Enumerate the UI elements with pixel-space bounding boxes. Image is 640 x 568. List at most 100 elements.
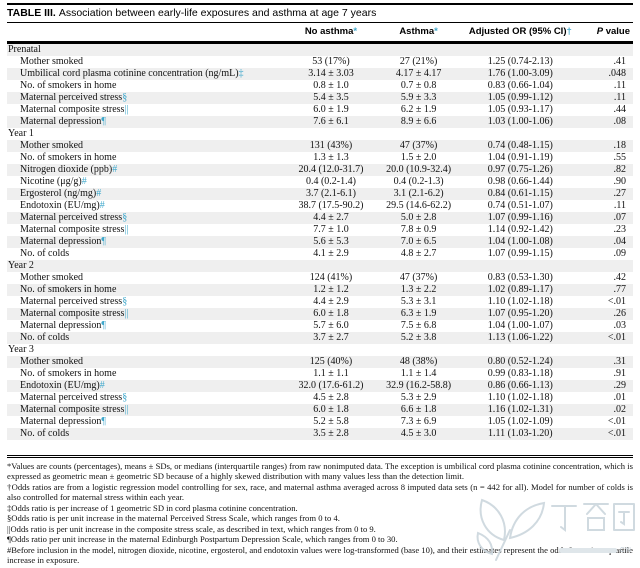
cell-adjusted-or: 0.86 (0.66-1.13)	[487, 380, 553, 391]
table-row: Umbilical cord plasma cotinine concentra…	[7, 68, 633, 80]
table-row: Maternal depression¶ 5.2 ± 5.8 7.3 ± 6.9 1.…	[7, 416, 633, 428]
cell-p-value: .91	[613, 368, 627, 379]
cell-asthma: 4.8 ± 2.7	[400, 248, 437, 259]
cell-no-asthma: 1.3 ± 1.3	[313, 152, 349, 163]
cell-asthma: 4.17 ± 4.17	[395, 68, 442, 79]
footnote-marker: #	[112, 164, 118, 175]
table-row: Nicotine (μg/g)# 0.4 (0.2-1.4) 0.4 (0.2-1.…	[7, 176, 633, 188]
section-label: Prenatal	[8, 44, 41, 55]
cell-adjusted-or: 1.76 (1.00-3.09)	[487, 68, 553, 79]
row-label: Maternal perceived stress§	[20, 92, 128, 103]
section-row-prenatal: Prenatal	[7, 42, 633, 56]
row-label: Maternal perceived stress§	[20, 296, 128, 307]
footnote-marker: ¶	[101, 416, 106, 427]
footnote-marker: ¶	[101, 116, 106, 127]
table-row: Endotoxin (EU/mg)# 38.7 (17.5-90.2) 29.5 (…	[7, 200, 633, 212]
table-row: Maternal composite stress|| 6.0 ± 1.8 6.6 …	[7, 404, 633, 416]
row-label: No. of colds	[20, 248, 70, 259]
cell-adjusted-or: 1.03 (1.00-1.06)	[487, 116, 553, 127]
cell-no-asthma: 4.1 ± 2.9	[313, 248, 349, 259]
cell-no-asthma: 3.14 ± 3.03	[308, 68, 354, 79]
cell-asthma: 47 (37%)	[399, 272, 438, 283]
row-label: Mother smoked	[20, 272, 84, 283]
table-row: Maternal depression¶ 7.6 ± 6.1 8.9 ± 6.6 1.…	[7, 116, 633, 128]
table-row: Maternal perceived stress§ 4.4 ± 2.7 5.0 ±…	[7, 212, 633, 224]
cell-asthma: 7.3 ± 6.9	[400, 416, 437, 427]
cell-adjusted-or: 0.80 (0.52-1.24)	[487, 356, 553, 367]
cell-adjusted-or: 1.07 (0.95-1.20)	[487, 308, 553, 319]
cell-asthma: 5.3 ± 3.1	[400, 296, 437, 307]
table-row: Mother smoked 53 (17%) 27 (21%) 1.25 (0.74-…	[7, 56, 633, 68]
footnote-marker: ||	[124, 224, 129, 235]
table-row: Mother smoked 125 (40%) 48 (38%) 0.80 (0.52…	[7, 356, 633, 368]
footnote-marker: ¶	[101, 236, 106, 247]
footnote-marker: ¶	[7, 534, 11, 545]
cell-adjusted-or: 0.99 (0.83-1.18)	[487, 368, 553, 379]
cell-adjusted-or: 0.83 (0.53-1.30)	[487, 272, 553, 283]
section-row-year-3: Year 3	[7, 344, 633, 356]
cell-no-asthma: 4.4 ± 2.7	[313, 212, 349, 223]
cell-asthma: 0.7 ± 0.8	[400, 80, 437, 91]
cell-asthma: 27 (21%)	[399, 56, 438, 67]
table-row: No. of smokers in home 1.2 ± 1.2 1.3 ± 2.2…	[7, 284, 633, 296]
table-row: Maternal perceived stress§ 5.4 ± 3.5 5.9 ±…	[7, 92, 633, 104]
cell-p-value: .02	[613, 404, 627, 415]
cell-no-asthma: 6.0 ± 1.9	[313, 104, 349, 115]
row-label: Maternal depression¶	[20, 116, 106, 127]
cell-p-value: .31	[613, 356, 627, 367]
cell-asthma: 5.3 ± 2.9	[400, 392, 437, 403]
cell-adjusted-or: 1.05 (0.93-1.17)	[487, 104, 553, 115]
table-title: TABLE III. Association between early-life…	[7, 5, 633, 23]
table-row: Maternal composite stress|| 7.7 ± 1.0 7.8 …	[7, 224, 633, 236]
table-row: No. of colds 3.5 ± 2.8 4.5 ± 3.0 1.11 (1.03…	[7, 428, 633, 440]
cell-p-value: .01	[613, 392, 627, 403]
cell-p-value: .048	[608, 68, 627, 79]
table-row: No. of smokers in home 1.3 ± 1.3 1.5 ± 2.0…	[7, 152, 633, 164]
footnote-marker: *	[353, 26, 358, 37]
cell-asthma: 1.1 ± 1.4	[400, 368, 437, 379]
table-row: Maternal depression¶ 5.7 ± 6.0 7.5 ± 6.8 1.…	[7, 320, 633, 332]
footnote-marker: ||	[124, 308, 129, 319]
cell-p-value: .26	[613, 308, 627, 319]
footnote-marker: ||	[7, 523, 11, 534]
footnote: ‡Odds ratio is per increase of 1 geometr…	[7, 502, 298, 513]
column-header-asthma: Asthma*	[373, 23, 464, 44]
section-label: Year 2	[8, 260, 34, 271]
cell-no-asthma: 7.6 ± 6.1	[313, 116, 349, 127]
cell-no-asthma: 131 (43%)	[309, 140, 353, 151]
table-row: Nitrogen dioxide (ppb)# 20.4 (12.0-31.7) 2…	[7, 164, 633, 176]
top-rule	[7, 3, 633, 5]
footnote: †Odds ratios are from a logistic regress…	[7, 481, 633, 503]
cell-adjusted-or: 0.98 (0.66-1.44)	[487, 176, 553, 187]
row-label: No. of colds	[20, 332, 70, 343]
cell-adjusted-or: 1.10 (1.02-1.18)	[487, 392, 553, 403]
cell-adjusted-or: 1.16 (1.02-1.31)	[487, 404, 553, 415]
cell-asthma: 7.8 ± 0.9	[400, 224, 437, 235]
cell-no-asthma: 32.0 (17.6-61.2)	[298, 380, 364, 391]
cell-adjusted-or: 0.74 (0.51-1.07)	[487, 200, 553, 211]
cell-no-asthma: 5.2 ± 5.8	[313, 416, 349, 427]
cell-p-value: .18	[613, 140, 627, 151]
table-row: Mother smoked 131 (43%) 47 (37%) 0.74 (0.48…	[7, 140, 633, 152]
row-label: No. of smokers in home	[20, 80, 117, 91]
footnote-marker: ||	[124, 404, 129, 415]
cell-no-asthma: 0.8 ± 1.0	[313, 80, 349, 91]
cell-p-value: .41	[613, 56, 627, 67]
cell-asthma: 29.5 (14.6-62.2)	[386, 200, 452, 211]
row-label: No. of smokers in home	[20, 284, 117, 295]
footnote-marker: #	[81, 176, 87, 187]
cell-p-value: <.01	[607, 296, 626, 307]
row-label: No. of colds	[20, 428, 70, 439]
cell-adjusted-or: 1.04 (1.00-1.08)	[487, 236, 553, 247]
footnote-marker: §	[7, 513, 12, 524]
footnote-marker: ‡	[238, 68, 244, 79]
cell-p-value: .23	[613, 224, 627, 235]
cell-asthma: 7.0 ± 6.5	[400, 236, 437, 247]
footnote-marker: †	[566, 26, 572, 37]
cell-asthma: 0.4 (0.2-1.3)	[393, 176, 444, 187]
cell-asthma: 6.6 ± 1.8	[400, 404, 437, 415]
cell-no-asthma: 38.7 (17.5-90.2)	[298, 200, 364, 211]
cell-asthma: 5.2 ± 3.8	[400, 332, 437, 343]
table-row: No. of smokers in home 1.1 ± 1.1 1.1 ± 1.4…	[7, 368, 633, 380]
